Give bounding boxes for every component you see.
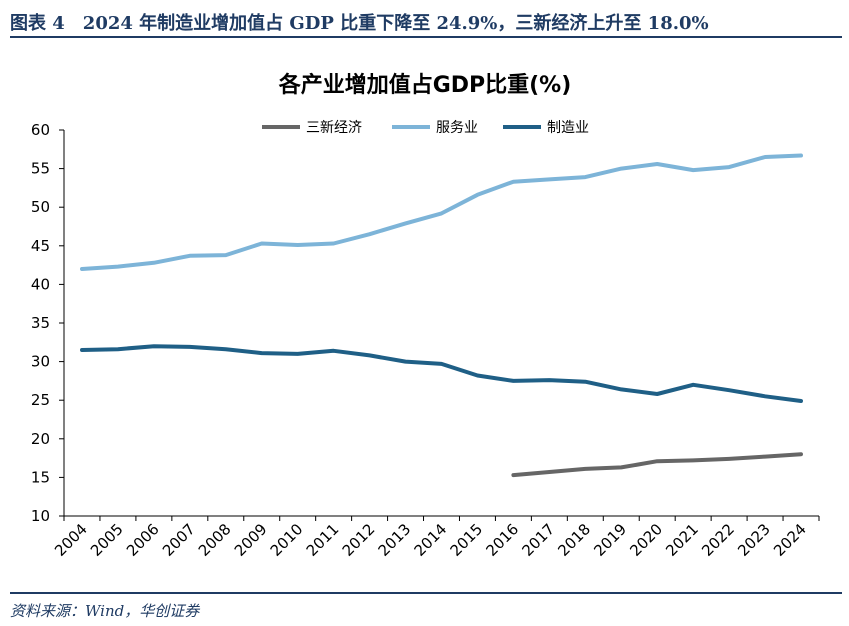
series-line-0 xyxy=(511,452,803,478)
x-tick-label: 2020 xyxy=(626,520,666,560)
x-tick-label: 2015 xyxy=(447,520,487,560)
x-tick-label: 2014 xyxy=(411,520,451,560)
legend-label: 制造业 xyxy=(547,120,589,136)
x-tick-label: 2005 xyxy=(87,520,127,560)
chart-title: 各产业增加值占GDP比重(%) xyxy=(278,72,572,98)
legend-label: 服务业 xyxy=(436,120,478,136)
source-note: 资料来源：Wind，华创证券 xyxy=(10,602,200,620)
x-tick-label: 2013 xyxy=(375,520,415,560)
x-tick-label: 2010 xyxy=(267,520,307,560)
series-line-2 xyxy=(80,344,803,403)
x-tick-label: 2016 xyxy=(483,520,523,560)
y-tick-label: 20 xyxy=(31,430,50,448)
y-axis: 10 15 20 25 30 35 40 45 50 55 60 xyxy=(31,121,65,525)
y-tick-label: 40 xyxy=(31,275,50,293)
x-tick-label: 2019 xyxy=(590,520,630,560)
legend: 三新经济 服务业 制造业 xyxy=(262,120,589,136)
x-tick-label: 2023 xyxy=(734,520,774,560)
figure-title: 图表 4 2024 年制造业增加值占 GDP 比重下降至 24.9%，三新经济上… xyxy=(10,13,709,34)
x-tick-label: 2004 xyxy=(51,520,91,560)
y-tick-label: 30 xyxy=(31,353,50,371)
x-tick-label: 2009 xyxy=(231,520,271,560)
y-tick-label: 25 xyxy=(31,391,50,409)
y-tick-label: 55 xyxy=(31,160,50,178)
figure-header: 图表 4 2024 年制造业增加值占 GDP 比重下降至 24.9%，三新经济上… xyxy=(10,6,842,38)
y-tick-label: 35 xyxy=(31,314,50,332)
y-tick-label: 45 xyxy=(31,237,50,255)
y-tick-label: 50 xyxy=(31,198,50,216)
x-tick-label: 2008 xyxy=(195,520,235,560)
x-tick-label: 2024 xyxy=(770,520,810,560)
x-tick-label: 2022 xyxy=(698,520,738,560)
x-tick-label: 2011 xyxy=(303,520,343,560)
figure-footer: 资料来源：Wind，华创证券 xyxy=(10,592,842,626)
legend-label: 三新经济 xyxy=(306,120,362,136)
line-chart: 各产业增加值占GDP比重(%) 三新经济 服务业 制造业 10 15 20 25 30 35 4… xyxy=(31,72,820,560)
x-tick-label: 2018 xyxy=(554,520,594,560)
x-tick-label: 2012 xyxy=(339,520,379,560)
y-tick-label: 15 xyxy=(31,468,50,486)
x-tick-label: 2021 xyxy=(662,520,702,560)
x-tick-label: 2017 xyxy=(518,520,558,560)
x-axis: 2004200520062007200820092010201120122013… xyxy=(51,515,820,560)
x-tick-label: 2007 xyxy=(159,520,199,560)
y-tick-label: 60 xyxy=(31,121,50,139)
plot-lines xyxy=(80,153,803,478)
y-tick-label: 10 xyxy=(31,507,50,525)
series-line-1 xyxy=(80,153,803,271)
x-tick-label: 2006 xyxy=(123,520,163,560)
